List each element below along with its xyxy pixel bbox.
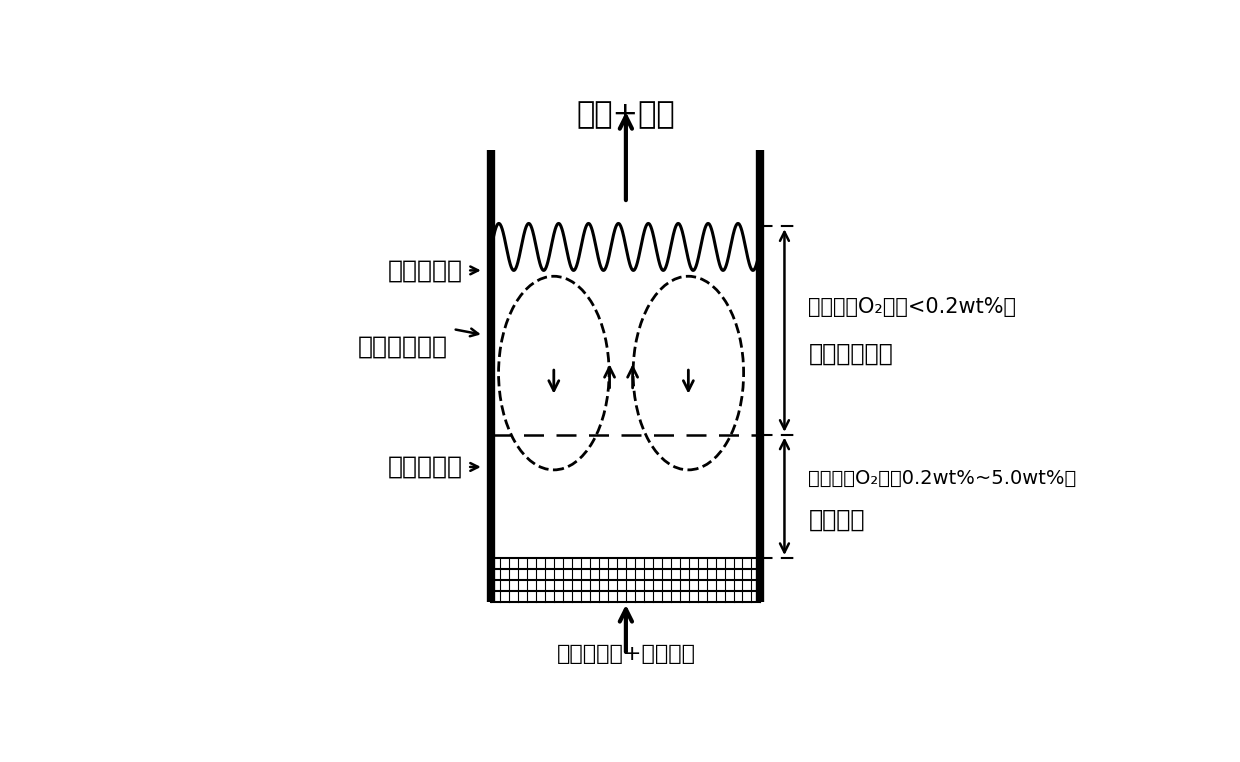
- Text: 羞醐缩合反应: 羞醐缩合反应: [808, 342, 893, 366]
- Text: 偶化剂再生: 偶化剂再生: [388, 455, 463, 479]
- Text: 产品+尾气: 产品+尾气: [577, 101, 676, 130]
- Text: 偶化剂积碳: 偶化剂积碳: [388, 258, 463, 283]
- Text: 偶化剂内循环: 偶化剂内循环: [358, 335, 448, 359]
- Text: 含氧流化气+反应原料: 含氧流化气+反应原料: [557, 644, 696, 664]
- Text: 贫氧区（O₂含量<0.2wt%）: 贫氧区（O₂含量<0.2wt%）: [808, 297, 1017, 317]
- Text: 含氧区（O₂含量0.2wt%~5.0wt%）: 含氧区（O₂含量0.2wt%~5.0wt%）: [808, 469, 1076, 488]
- Text: 积碳烧除: 积碳烧除: [808, 507, 866, 532]
